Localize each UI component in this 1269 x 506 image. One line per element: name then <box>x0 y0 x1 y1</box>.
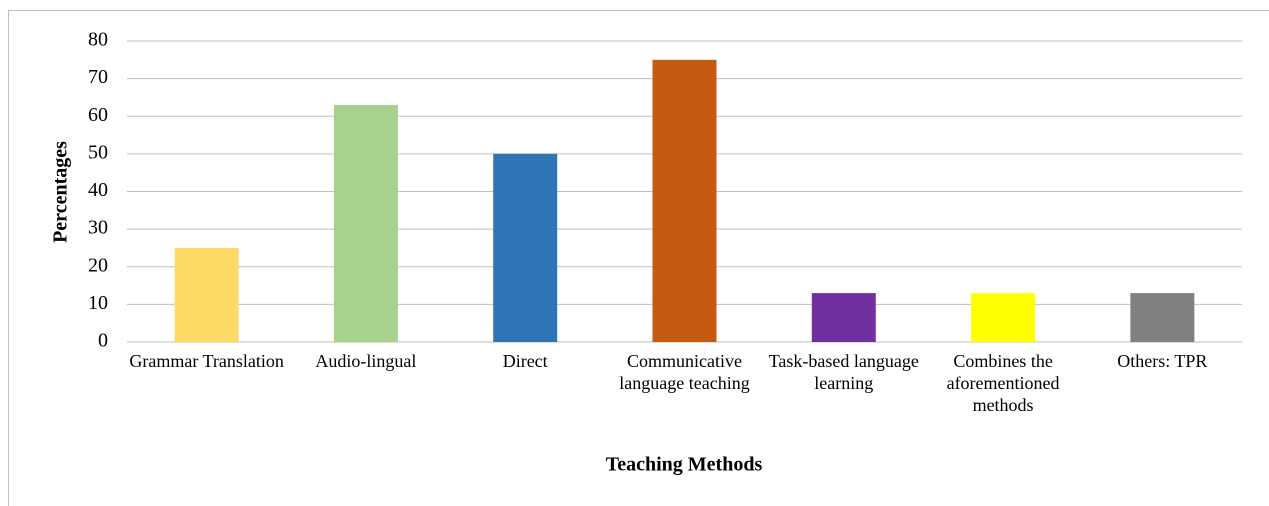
x-tick-label: Audio-lingual <box>315 351 417 371</box>
bar <box>652 59 717 342</box>
x-tick-label: Communicative language teaching <box>619 351 750 393</box>
chart-border <box>8 10 1269 506</box>
bar <box>174 247 239 342</box>
x-tick-label: Others: TPR <box>1117 351 1208 371</box>
y-tick-label: 80 <box>88 29 108 51</box>
x-tick-label: Task-based language learning <box>768 351 919 393</box>
y-tick-label: 10 <box>88 292 108 314</box>
y-tick-label: 40 <box>88 179 108 201</box>
y-tick-label: 20 <box>88 254 108 276</box>
y-tick-label: 70 <box>88 66 108 88</box>
y-tick-label: 30 <box>88 217 108 239</box>
y-tick-label: 50 <box>88 141 108 163</box>
y-tick-label: 60 <box>88 104 108 126</box>
bar <box>811 293 876 342</box>
x-tick-label: Direct <box>502 351 548 371</box>
x-tick-label: Grammar Translation <box>129 351 284 371</box>
x-axis-label: Teaching Methods <box>606 454 763 476</box>
bar <box>1130 293 1195 342</box>
bar <box>333 104 398 343</box>
bar <box>971 293 1036 342</box>
y-tick-label: 0 <box>98 330 108 352</box>
y-axis-label: Percentages <box>50 141 72 243</box>
x-tick-label: Combines the aforementioned methods <box>946 351 1060 415</box>
bar <box>493 153 558 342</box>
